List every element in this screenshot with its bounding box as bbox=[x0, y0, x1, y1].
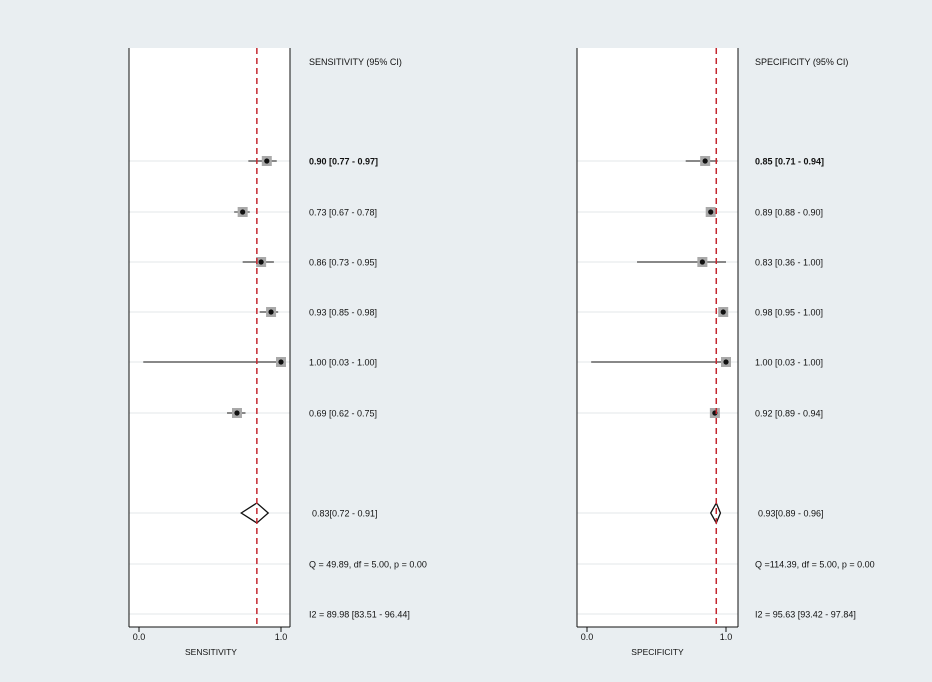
sens-x-tick-label: 1.0 bbox=[275, 632, 288, 642]
spec-study-label: 1.00 [0.03 - 1.00] bbox=[755, 358, 823, 368]
sens-x-axis-title: SENSITIVITY bbox=[185, 647, 237, 657]
spec-study-label: 0.89 [0.88 - 0.90] bbox=[755, 208, 823, 218]
sens-study-point bbox=[278, 359, 284, 365]
spec-x-tick-label: 1.0 bbox=[720, 632, 733, 642]
sens-study-label: 0.73 [0.67 - 0.78] bbox=[309, 208, 377, 218]
sens-study-label: 0.90 [0.77 - 0.97] bbox=[309, 157, 378, 167]
spec-study-label: 0.83 [0.36 - 1.00] bbox=[755, 258, 823, 268]
sens-study-label: 0.69 [0.62 - 0.75] bbox=[309, 409, 377, 419]
spec-i2-label: I2 = 95.63 [93.42 - 97.84] bbox=[755, 610, 856, 620]
sens-pooled-label: 0.83[0.72 - 0.91] bbox=[312, 509, 378, 519]
sens-study-point bbox=[258, 259, 264, 265]
sens-heterogeneity-label: Q = 49.89, df = 5.00, p = 0.00 bbox=[309, 560, 427, 570]
spec-x-axis-title: SPECIFICITY bbox=[631, 647, 684, 657]
sens-study-point bbox=[268, 309, 274, 315]
spec-plot-area bbox=[577, 48, 738, 627]
sens-column-header: SENSITIVITY (95% CI) bbox=[309, 57, 402, 67]
sens-study-label: 0.86 [0.73 - 0.95] bbox=[309, 258, 377, 268]
spec-study-point bbox=[699, 259, 705, 265]
sens-study-label: 0.93 [0.85 - 0.98] bbox=[309, 308, 377, 318]
spec-study-point bbox=[708, 209, 714, 215]
spec-x-tick-label: 0.0 bbox=[581, 632, 594, 642]
spec-study-point bbox=[702, 158, 708, 164]
sens-i2-label: I2 = 89.98 [83.51 - 96.44] bbox=[309, 610, 410, 620]
spec-study-point bbox=[720, 309, 726, 315]
sens-x-tick-label: 0.0 bbox=[133, 632, 146, 642]
sens-pooled-diamond bbox=[240, 502, 270, 524]
sens-study-point bbox=[234, 410, 240, 416]
spec-column-header: SPECIFICITY (95% CI) bbox=[755, 57, 848, 67]
sens-study-point bbox=[240, 209, 246, 215]
spec-heterogeneity-label: Q =114.39, df = 5.00, p = 0.00 bbox=[755, 560, 875, 570]
sens-study-point bbox=[264, 158, 270, 164]
sens-study-label: 1.00 [0.03 - 1.00] bbox=[309, 358, 377, 368]
spec-study-label: 0.92 [0.89 - 0.94] bbox=[755, 409, 823, 419]
spec-study-label: 0.85 [0.71 - 0.94] bbox=[755, 157, 824, 167]
spec-study-point bbox=[723, 359, 729, 365]
spec-study-label: 0.98 [0.95 - 1.00] bbox=[755, 308, 823, 318]
sens-plot-area bbox=[129, 48, 290, 627]
spec-pooled-label: 0.93[0.89 - 0.96] bbox=[758, 509, 824, 519]
